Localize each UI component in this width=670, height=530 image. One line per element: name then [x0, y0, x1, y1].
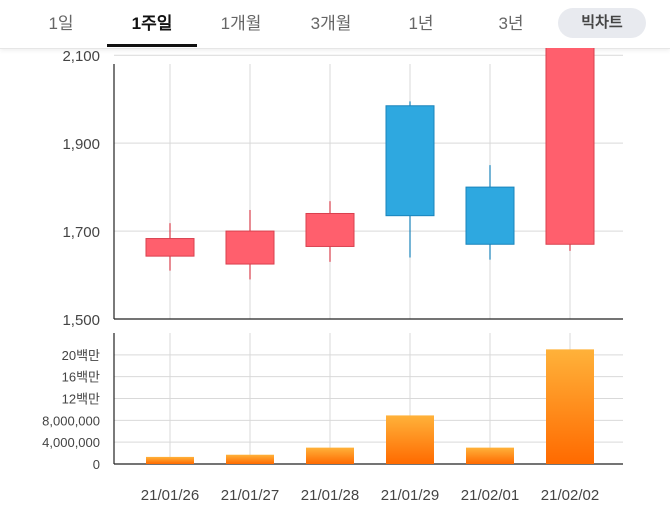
price-tick-label: 1,500: [62, 312, 100, 329]
volume-bar[interactable]: [546, 349, 594, 464]
volume-tick-label: 16백만: [62, 370, 100, 385]
price-tick-label: 1,700: [62, 224, 100, 241]
stock-chart: 1,500 1,700 1,900 2,100 0 4,000,000 8,000,000 1…: [42, 48, 623, 504]
candle-body[interactable]: [385, 105, 435, 217]
date-tick-label: 21/02/02: [541, 487, 599, 504]
volume-bar[interactable]: [226, 454, 274, 464]
volume-tick-label: 12백만: [62, 392, 100, 407]
candle-body[interactable]: [145, 238, 195, 257]
date-tick-label: 21/01/26: [141, 487, 199, 504]
volume-tick-label: 20백만: [62, 348, 100, 363]
candle-body[interactable]: [465, 186, 515, 245]
tab-1-week[interactable]: 1주일: [107, 0, 197, 47]
candle-body[interactable]: [305, 212, 355, 247]
volume-bar[interactable]: [146, 456, 194, 464]
volume-bar[interactable]: [386, 415, 434, 464]
date-tick-label: 21/01/29: [381, 487, 439, 504]
price-tick-label: 1,900: [62, 136, 100, 153]
date-tick-label: 21/01/27: [221, 487, 279, 504]
tab-1-month[interactable]: 1개월: [220, 14, 262, 33]
candle-body[interactable]: [545, 48, 595, 245]
candle-body[interactable]: [225, 230, 275, 265]
volume-tick-label: 8,000,000: [42, 413, 100, 428]
date-tick-label: 21/02/01: [461, 487, 519, 504]
volume-tick-label: 0: [93, 457, 100, 472]
tab-1-day[interactable]: 1일: [48, 14, 74, 33]
tab-3-years[interactable]: 3년: [498, 14, 524, 33]
volume-bar[interactable]: [306, 447, 354, 464]
date-tick-label: 21/01/28: [301, 487, 359, 504]
volume-bar[interactable]: [466, 447, 514, 464]
tab-3-months[interactable]: 3개월: [310, 14, 352, 33]
volume-tick-label: 4,000,000: [42, 435, 100, 450]
period-tab-bar: 1일 1주일 1개월 3개월 1년 3년 빅차트: [0, 0, 670, 49]
big-chart-button[interactable]: 빅차트: [558, 8, 646, 38]
tab-1-year[interactable]: 1년: [408, 14, 434, 33]
price-tick-label: 2,100: [62, 48, 100, 65]
